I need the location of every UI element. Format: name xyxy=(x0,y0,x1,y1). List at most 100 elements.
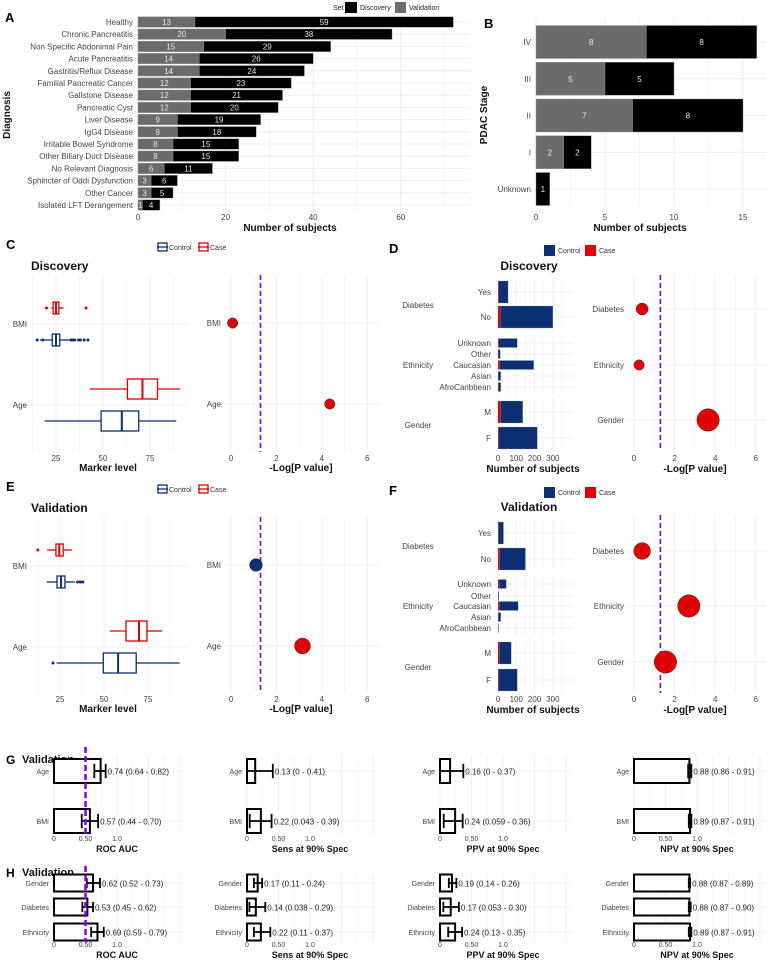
bar-value-label: 21 xyxy=(232,91,241,100)
category-label: Asian xyxy=(471,613,491,622)
panel-label: D xyxy=(389,241,398,256)
x-axis-title: NPV at 90% Spec xyxy=(660,950,734,960)
panel-E: E Control Case Validation 25 50 75 BMI Age Marker… xyxy=(6,479,380,715)
x-axis-title: Number of subjects xyxy=(486,705,580,716)
x-tick-label: 50 xyxy=(100,695,109,704)
x-tick-label: 75 xyxy=(146,454,155,463)
bar-value-label: 2 xyxy=(548,148,553,157)
category-label: AfroCaribbean xyxy=(439,383,491,392)
x-tick-label: 0 xyxy=(632,454,637,463)
x-tick-label: 100 xyxy=(510,695,524,704)
bar-discovery xyxy=(535,172,551,206)
x-tick-label: 0 xyxy=(438,836,442,843)
outlier-point xyxy=(73,338,77,342)
bar-value-label: 5 xyxy=(637,75,642,84)
x-tick-label: 0 xyxy=(632,942,636,949)
outlier-point xyxy=(78,338,82,342)
category-label: Diabetes xyxy=(214,905,242,912)
legend-label: Control xyxy=(169,245,192,252)
category-label: Asian xyxy=(471,372,491,381)
bar-discovery xyxy=(190,77,292,89)
bar-control xyxy=(500,305,554,329)
category-label: Acute Pancreatitis xyxy=(69,55,133,64)
x-tick-label: 6 xyxy=(365,695,370,704)
x-tick-label: 5 xyxy=(603,213,608,222)
category-label: BMI xyxy=(37,819,50,826)
x-tick-label: 1.0 xyxy=(305,836,315,843)
x-tick-label: 1.0 xyxy=(498,836,508,843)
category-label: Gender xyxy=(597,658,624,667)
panel-label: H xyxy=(6,866,15,880)
bar-value-label: 12 xyxy=(160,103,169,112)
category-label: Age xyxy=(37,769,50,776)
category-label: Ethnicity xyxy=(603,930,630,937)
metric-value-label: 0.24 (0.13 - 0.35) xyxy=(464,929,526,938)
bar-control xyxy=(498,349,501,359)
x-tick-label: 6 xyxy=(365,454,370,463)
category-label: Age xyxy=(13,401,28,410)
pvalue-point xyxy=(227,317,239,329)
bar-value-label: 8 xyxy=(699,38,704,47)
category-label: Sphincter of Oddi Dysfunction xyxy=(27,177,133,186)
x-axis-title: -Log[P value] xyxy=(269,704,332,715)
legend-swatch-control xyxy=(544,245,555,256)
category-label: Age xyxy=(207,400,222,409)
bar-value-label: 1 xyxy=(541,185,546,194)
x-tick-label: 0 xyxy=(229,695,234,704)
category-label: M xyxy=(484,649,491,658)
bar-value-label: 8 xyxy=(589,38,594,47)
x-tick-label: 6 xyxy=(754,695,759,704)
x-tick-label: 1.0 xyxy=(692,942,702,949)
bar-value-label: 12 xyxy=(160,91,169,100)
metric-value-label: 0.17 (0.11 - 0.24) xyxy=(264,880,325,889)
x-tick-label: 2 xyxy=(672,695,677,704)
panel-label: B xyxy=(484,16,493,31)
x-tick-label: 0 xyxy=(632,836,636,843)
x-tick-label: 0.50 xyxy=(272,942,286,949)
bar-value-label: 29 xyxy=(263,42,272,51)
bar-value-label: 8 xyxy=(153,140,158,149)
bar-control xyxy=(498,382,501,392)
bar-value-label: 4 xyxy=(149,201,154,210)
metric-bar xyxy=(633,922,692,942)
bar-validation xyxy=(535,135,564,169)
category-label: Ethnicity xyxy=(594,602,624,611)
legend-control-case: Control Case xyxy=(544,487,615,498)
x-tick-label: 50 xyxy=(99,454,108,463)
category-label: BMI xyxy=(13,320,27,329)
metric-value-label: 0.16 (0 - 0.37) xyxy=(465,768,516,777)
x-tick-label: 0 xyxy=(136,213,141,222)
bar-control xyxy=(499,360,534,370)
category-label: AfroCaribbean xyxy=(439,624,491,633)
metric-value-label: 0.14 (0.038 - 0.29) xyxy=(267,904,333,913)
metric-bar xyxy=(633,758,691,784)
error-bar xyxy=(687,813,693,829)
category-label: BMI xyxy=(423,819,436,826)
category-label: BMI xyxy=(617,819,630,826)
x-axis-title: Sens at 90% Spec xyxy=(272,844,349,854)
bar-value-label: 20 xyxy=(230,103,239,112)
x-axis-title: ROC AUC xyxy=(96,950,138,960)
category-label: Irritable Bowel Syndrome xyxy=(44,140,134,149)
x-tick-label: 0 xyxy=(245,942,249,949)
subplot-2: 0 0.50 1.0 Age 0.16 (0 - 0.37) BMI 0.24 (0.059… xyxy=(423,755,572,854)
box xyxy=(102,652,137,674)
x-tick-label: 2 xyxy=(274,454,279,463)
category-label: IgG4 Disease xyxy=(85,128,134,137)
legend-label: Case xyxy=(599,248,615,255)
error-bar xyxy=(90,926,105,938)
category-label: Liver Disease xyxy=(85,116,134,125)
category-label: Gender xyxy=(597,416,624,425)
bar-value-label: 1 xyxy=(138,201,143,210)
x-axis-title: Sens at 90% Spec xyxy=(272,950,349,960)
category-label: Gastritis/Reflux Disease xyxy=(48,67,134,76)
category-label: Age xyxy=(230,769,243,776)
y-axis-title: PDAC Stage xyxy=(479,85,490,144)
bar-value-label: 19 xyxy=(215,116,224,125)
x-tick-label: 0.50 xyxy=(659,836,673,843)
bar-control xyxy=(498,280,509,304)
error-bar xyxy=(439,763,465,779)
bar-discovery xyxy=(177,126,257,138)
panel-label: F xyxy=(389,483,397,498)
